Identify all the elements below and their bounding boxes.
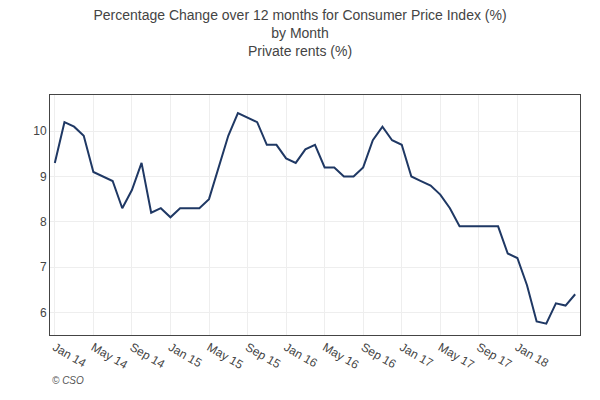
svg-text:10: 10: [33, 124, 47, 138]
svg-text:9: 9: [40, 170, 47, 184]
svg-text:Jan 15: Jan 15: [166, 340, 204, 370]
svg-text:Jan 17: Jan 17: [397, 340, 435, 370]
svg-text:7: 7: [40, 260, 47, 274]
svg-text:8: 8: [40, 215, 47, 229]
svg-text:Jan 18: Jan 18: [513, 340, 551, 370]
svg-text:May 14: May 14: [89, 340, 130, 372]
svg-text:Jan 16: Jan 16: [282, 340, 320, 370]
svg-text:Sep 17: Sep 17: [474, 340, 514, 371]
svg-text:Jan 14: Jan 14: [50, 340, 88, 370]
svg-text:May 17: May 17: [436, 340, 477, 372]
svg-text:© CSO: © CSO: [52, 375, 84, 386]
svg-text:May 16: May 16: [320, 340, 361, 372]
svg-text:Sep 16: Sep 16: [359, 340, 399, 371]
svg-text:Percentage Change over 12 mont: Percentage Change over 12 months for Con…: [93, 7, 506, 59]
svg-text:Sep 14: Sep 14: [127, 340, 167, 371]
svg-text:May 15: May 15: [205, 340, 246, 372]
svg-text:6: 6: [40, 306, 47, 320]
svg-text:Sep 15: Sep 15: [243, 340, 283, 371]
